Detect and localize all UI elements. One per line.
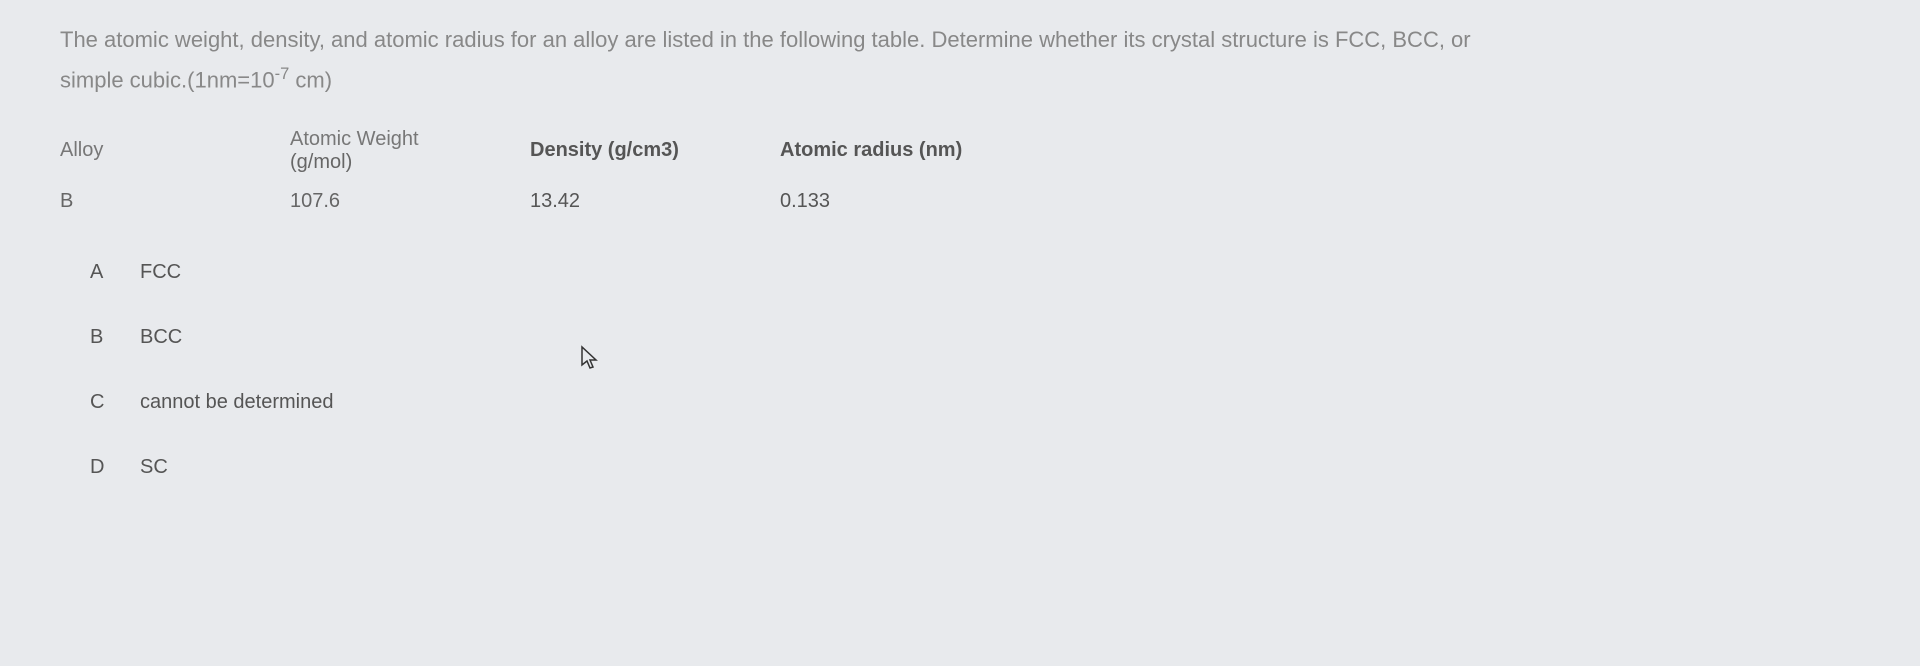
- option-a[interactable]: A FCC: [90, 261, 1860, 284]
- question-line1: The atomic weight, density, and atomic r…: [60, 27, 1471, 52]
- question-line2-suffix: cm): [289, 67, 332, 92]
- option-d[interactable]: D SC: [90, 456, 1860, 479]
- cell-radius: 0.133: [780, 190, 1080, 213]
- option-b[interactable]: B BCC: [90, 326, 1860, 349]
- header-density: Density (g/cm3): [530, 139, 780, 162]
- cell-atomic-weight: 107.6: [290, 190, 530, 213]
- header-atomic-weight: Atomic Weight (g/mol): [290, 128, 530, 174]
- option-b-letter: B: [90, 326, 140, 349]
- cell-density: 13.42: [530, 190, 780, 213]
- header-atomic-weight-l2: (g/mol): [290, 151, 530, 174]
- options-list: A FCC B BCC C cannot be determined D SC: [60, 261, 1860, 479]
- option-a-label: FCC: [140, 261, 181, 284]
- option-d-letter: D: [90, 456, 140, 479]
- table-data-row: B 107.6 13.42 0.133: [60, 182, 1860, 221]
- header-atomic-weight-l1: Atomic Weight: [290, 128, 530, 151]
- header-alloy: Alloy: [60, 139, 290, 162]
- option-b-label: BCC: [140, 326, 182, 349]
- option-d-label: SC: [140, 456, 168, 479]
- option-a-letter: A: [90, 261, 140, 284]
- data-table: Alloy Atomic Weight (g/mol) Density (g/c…: [60, 120, 1860, 221]
- question-text: The atomic weight, density, and atomic r…: [60, 20, 1860, 100]
- table-header-row: Alloy Atomic Weight (g/mol) Density (g/c…: [60, 120, 1860, 182]
- option-c[interactable]: C cannot be determined: [90, 391, 1860, 414]
- header-radius: Atomic radius (nm): [780, 139, 1080, 162]
- question-exponent: -7: [275, 65, 290, 83]
- question-line2-prefix: simple cubic.(1nm=10: [60, 67, 275, 92]
- cell-alloy: B: [60, 190, 290, 213]
- option-c-label: cannot be determined: [140, 391, 333, 414]
- option-c-letter: C: [90, 391, 140, 414]
- cursor-icon: [580, 345, 600, 371]
